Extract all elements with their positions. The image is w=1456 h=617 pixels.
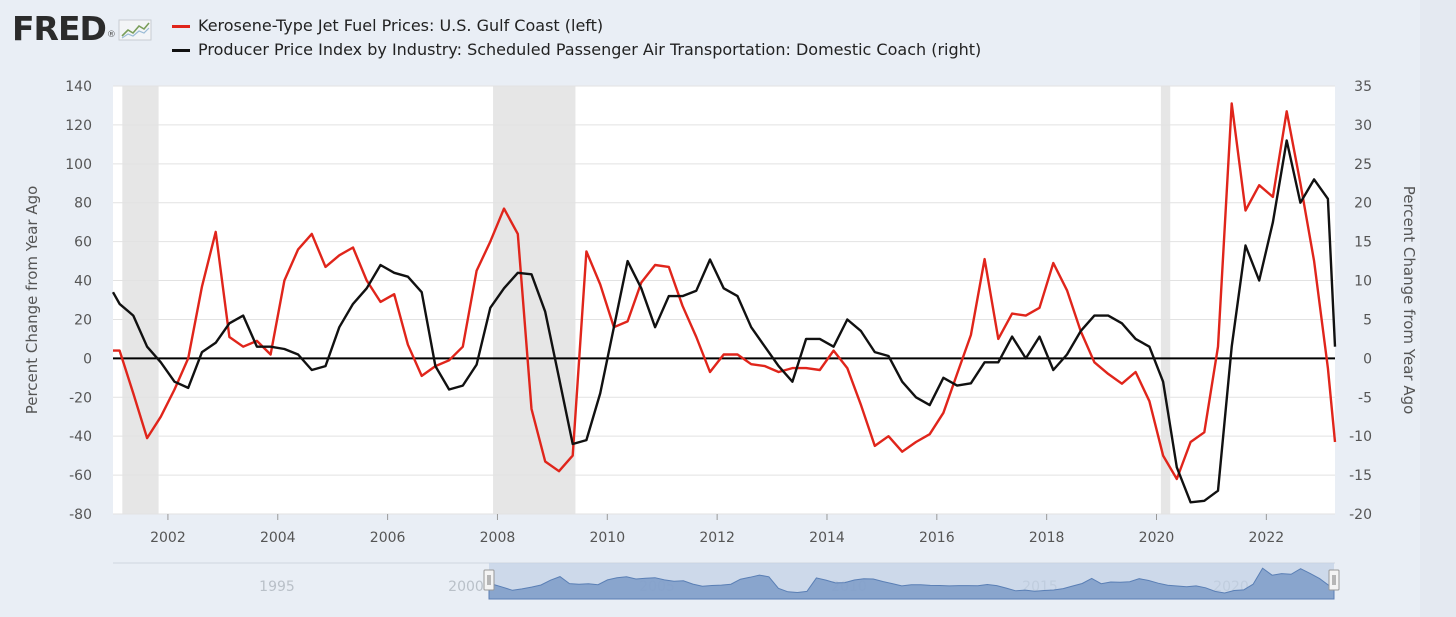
navigator-area bbox=[488, 567, 1335, 600]
right-tick-label: 0 bbox=[1363, 351, 1372, 367]
left-tick-label: 60 bbox=[74, 235, 92, 251]
right-tick-label: 35 bbox=[1354, 79, 1372, 95]
legend-label-jet-fuel: Kerosene-Type Jet Fuel Prices: U.S. Gulf… bbox=[198, 16, 604, 35]
x-tick-label: 2016 bbox=[919, 530, 955, 546]
x-tick-label: 2004 bbox=[260, 530, 296, 546]
series-line-jet-fuel bbox=[113, 102, 1337, 481]
right-tick-label: -10 bbox=[1349, 429, 1372, 445]
x-axis-ticks: 2002 2004 2006 2008 2010 2012 2014 2016 2018 2020… bbox=[150, 514, 1284, 546]
right-tick-label: 15 bbox=[1354, 235, 1372, 251]
x-tick-label: 2020 bbox=[1139, 530, 1175, 546]
right-tick-label: -20 bbox=[1349, 507, 1372, 523]
x-tick-label: 2014 bbox=[809, 530, 845, 546]
legend-item-jet-fuel[interactable]: Kerosene-Type Jet Fuel Prices: U.S. Gulf… bbox=[172, 14, 981, 38]
x-tick-label: 2022 bbox=[1249, 530, 1285, 546]
legend-item-ppi[interactable]: Producer Price Index by Industry: Schedu… bbox=[172, 38, 981, 62]
legend-label-ppi: Producer Price Index by Industry: Schedu… bbox=[198, 40, 982, 59]
left-tick-label: 40 bbox=[74, 274, 92, 290]
left-axis-ticks: 140 120 100 80 60 40 20 0 -20 -40 -60 -80 bbox=[65, 79, 92, 523]
recession-band-0 bbox=[122, 86, 159, 514]
right-tick-label: 30 bbox=[1354, 118, 1372, 134]
registered-mark: ® bbox=[106, 30, 116, 40]
right-axis-title: Percent Change from Year Ago bbox=[1400, 186, 1418, 415]
chart-legend: Kerosene-Type Jet Fuel Prices: U.S. Gulf… bbox=[172, 14, 981, 62]
left-tick-label: 20 bbox=[74, 312, 92, 328]
x-tick-label: 2008 bbox=[480, 530, 516, 546]
left-tick-label: 140 bbox=[65, 79, 92, 95]
left-tick-label: -80 bbox=[69, 507, 92, 523]
right-tick-label: -15 bbox=[1349, 468, 1372, 484]
right-tick-label: -5 bbox=[1358, 390, 1372, 406]
right-tick-label: 20 bbox=[1354, 196, 1372, 212]
left-tick-label: 120 bbox=[65, 118, 92, 134]
plot-area-background bbox=[113, 86, 1335, 514]
fred-logo-text: FRED bbox=[12, 8, 107, 48]
legend-swatch-black bbox=[172, 48, 190, 52]
line-chart-icon bbox=[118, 19, 152, 41]
navigator-handle-left[interactable] bbox=[483, 569, 495, 591]
navigator-handle-right[interactable] bbox=[1328, 569, 1340, 591]
recession-shading bbox=[122, 86, 1171, 514]
right-axis-ticks: 35 30 25 20 15 10 5 0 -5 -10 -15 -20 bbox=[1349, 79, 1372, 523]
navigator-label: 1995 bbox=[259, 579, 295, 595]
series-lines bbox=[111, 102, 1337, 504]
right-tick-label: 10 bbox=[1354, 274, 1372, 290]
left-tick-label: 80 bbox=[74, 196, 92, 212]
page-right-margin bbox=[1420, 0, 1456, 617]
x-tick-label: 2002 bbox=[150, 530, 186, 546]
right-tick-label: 25 bbox=[1354, 157, 1372, 173]
x-tick-label: 2012 bbox=[699, 530, 735, 546]
right-tick-label: 5 bbox=[1363, 312, 1372, 328]
left-axis-title: Percent Change from Year Ago bbox=[23, 186, 41, 415]
left-tick-label: 0 bbox=[83, 351, 92, 367]
left-tick-label: -20 bbox=[69, 390, 92, 406]
left-tick-label: -40 bbox=[69, 429, 92, 445]
recession-band-1 bbox=[493, 86, 576, 514]
x-tick-label: 2006 bbox=[370, 530, 406, 546]
left-tick-label: 100 bbox=[65, 157, 92, 173]
legend-swatch-red bbox=[172, 24, 190, 28]
range-navigator[interactable]: 199520002005201020152020 bbox=[113, 562, 1340, 600]
x-tick-label: 2018 bbox=[1029, 530, 1065, 546]
series-line-ppi bbox=[111, 139, 1337, 504]
x-tick-label: 2010 bbox=[589, 530, 625, 546]
fred-logo[interactable]: FRED ® bbox=[12, 8, 152, 48]
navigator-label: 2000 bbox=[448, 579, 484, 595]
recession-band-2 bbox=[1160, 86, 1171, 514]
left-tick-label: -60 bbox=[69, 468, 92, 484]
